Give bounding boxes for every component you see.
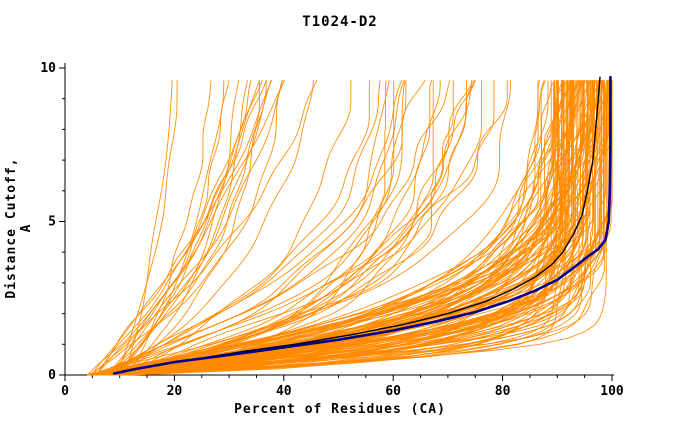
chart-title: T1024-D2 <box>302 14 378 30</box>
ensemble-curve <box>93 80 474 376</box>
ensemble-curve <box>111 80 260 376</box>
ensemble-curve <box>130 80 573 376</box>
ensemble-curve <box>123 80 476 376</box>
ensemble-curve <box>115 80 178 376</box>
x-axis-label: Percent of Residues (CA) <box>234 402 446 417</box>
y-tick-label: 5 <box>48 215 56 230</box>
y-tick-label: 0 <box>48 368 56 383</box>
ensemble-curve <box>106 80 613 376</box>
ensemble-curve <box>126 80 563 376</box>
ensemble-curve <box>104 80 567 376</box>
ensemble-curve <box>87 80 285 376</box>
ensemble-curve <box>100 80 403 376</box>
ensemble-curve <box>89 80 482 376</box>
ensemble-curve <box>93 80 611 376</box>
ensemble-curve <box>125 80 602 376</box>
ensemble-curve <box>102 80 315 376</box>
ensemble-curve <box>116 80 272 376</box>
ensemble-curve <box>97 80 575 376</box>
x-tick-label: 60 <box>385 384 401 399</box>
ensemble-curve <box>107 80 381 376</box>
ensemble-curve <box>100 80 545 376</box>
ensemble-curve <box>111 80 572 376</box>
ensemble-curve <box>130 80 212 376</box>
ensemble-curve <box>127 80 584 376</box>
ensemble-curve <box>111 80 540 376</box>
ensemble-curve <box>128 80 476 376</box>
ensemble-curve <box>99 80 546 376</box>
y-tick-label: 10 <box>40 61 56 76</box>
ensemble-curve <box>91 80 598 376</box>
ensemble-curve <box>104 80 407 376</box>
ensemble-curve <box>107 80 239 376</box>
blue-curve <box>112 75 612 375</box>
x-tick-label: 100 <box>600 384 624 399</box>
ensemble-curve <box>118 80 467 376</box>
ensemble-curve <box>96 80 267 376</box>
ensemble-curve <box>103 80 565 376</box>
ensemble-curve <box>109 80 600 376</box>
ensemble-curve <box>107 80 261 376</box>
ensemble-curve <box>122 80 582 376</box>
ensemble-curve <box>108 80 573 376</box>
x-tick-label: 20 <box>167 384 183 399</box>
ensemble-curve <box>95 80 230 376</box>
ensemble-curve <box>100 80 508 376</box>
ensemble-curve <box>122 80 267 376</box>
ensemble-curve <box>103 80 596 376</box>
x-tick-label: 80 <box>495 384 511 399</box>
ensemble-curve <box>124 80 352 376</box>
ensemble-curve <box>99 80 539 376</box>
ensemble-curve <box>118 80 395 376</box>
ensemble-curve <box>94 80 555 376</box>
ensemble-curve <box>109 80 608 376</box>
ensemble-curve <box>92 80 318 376</box>
ensemble-curve <box>98 80 564 376</box>
ensemble-curve <box>101 80 593 376</box>
ensemble-curve <box>86 80 555 376</box>
ensemble-curve <box>124 80 173 376</box>
ensemble-curve <box>108 80 285 376</box>
ensemble-curve <box>108 80 582 376</box>
ensemble-curve <box>98 80 602 376</box>
ensemble-curve <box>130 80 569 376</box>
ensemble-curve <box>93 80 454 376</box>
ensemble-curve <box>103 80 405 376</box>
ensemble-curve <box>125 80 602 376</box>
ensemble-curve <box>106 80 580 376</box>
ensemble-curve <box>91 80 272 376</box>
x-tick-label: 0 <box>61 384 69 399</box>
ensemble-curve <box>92 80 586 376</box>
ensemble-curve <box>90 80 473 376</box>
x-tick-label: 40 <box>276 384 292 399</box>
ensemble-curve <box>107 80 605 376</box>
ensemble-curve <box>114 80 495 376</box>
y-axis-label: Distance Cutoff, A <box>4 157 34 299</box>
ensemble-curve <box>121 80 248 376</box>
